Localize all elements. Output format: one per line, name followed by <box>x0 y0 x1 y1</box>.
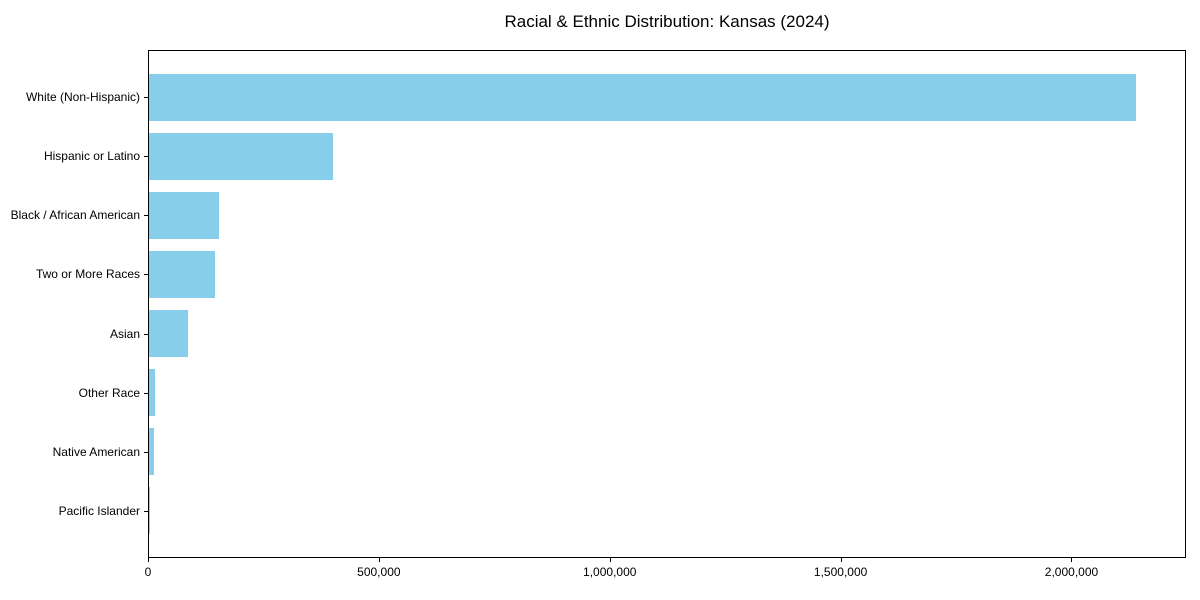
x-tick-mark <box>1071 558 1073 562</box>
bar <box>149 191 219 240</box>
x-tick-mark <box>378 558 380 562</box>
bar <box>149 250 215 299</box>
bar <box>149 74 1136 122</box>
x-tick-mark <box>840 558 842 562</box>
bar <box>149 368 155 417</box>
y-tick-mark <box>144 274 148 276</box>
y-axis-label: Pacific Islander <box>58 504 140 519</box>
y-tick-mark <box>144 333 148 335</box>
x-tick-label: 1,500,000 <box>813 565 868 579</box>
y-tick-mark <box>144 96 148 98</box>
x-tick-label: 500,000 <box>357 565 401 579</box>
y-tick-mark <box>144 511 148 513</box>
x-tick-label: 1,000,000 <box>583 565 637 579</box>
plot-area <box>148 50 1186 558</box>
bar <box>149 486 151 534</box>
y-tick-mark <box>144 215 148 217</box>
y-tick-mark <box>144 452 148 454</box>
y-axis-label: White (Non-Hispanic) <box>25 89 140 104</box>
x-tick-mark <box>609 558 611 562</box>
y-tick-mark <box>144 392 148 394</box>
y-axis-label: Other Race <box>78 385 140 400</box>
x-tick-mark <box>148 558 149 562</box>
bar <box>149 132 334 181</box>
y-axis-label: Asian <box>109 326 140 341</box>
y-axis-label: Two or More Races <box>35 267 140 282</box>
chart-title: Racial & Ethnic Distribution: Kansas (20… <box>504 12 830 31</box>
y-axis-label: Hispanic or Latino <box>43 148 140 163</box>
y-tick-mark <box>144 155 148 157</box>
y-axis-label: Black / African American <box>10 208 140 223</box>
y-axis-label: Native American <box>52 445 140 460</box>
x-tick-label: 2,000,000 <box>1044 565 1099 579</box>
bar <box>149 309 189 358</box>
bar <box>149 427 155 476</box>
x-tick-label: 0 <box>144 565 152 579</box>
